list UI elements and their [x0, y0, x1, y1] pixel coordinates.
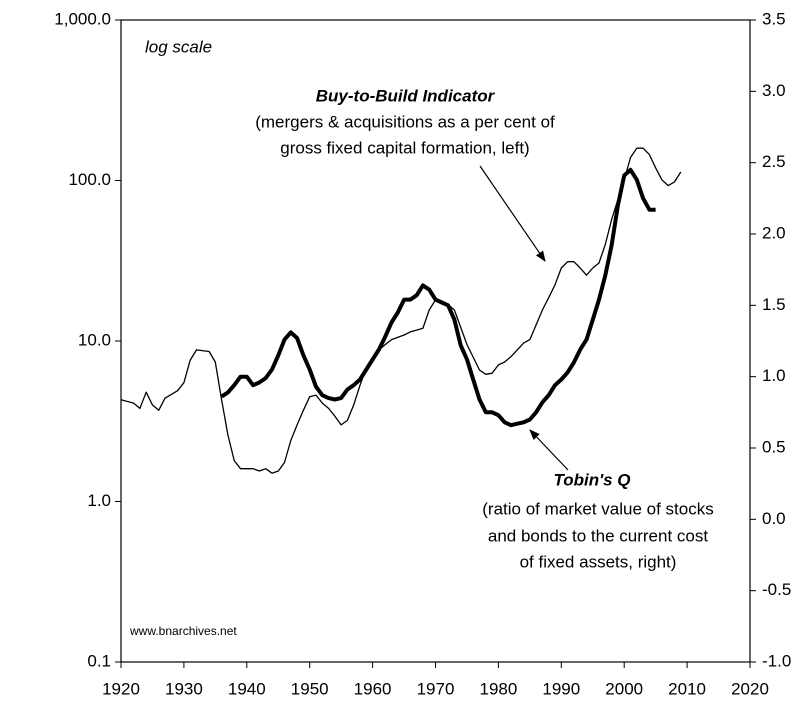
- y2-tick-label: -1.0: [762, 651, 791, 670]
- y2-tick-label: 0.0: [762, 509, 786, 528]
- series-description: (mergers & acquisitions as a per cent of: [255, 112, 555, 131]
- x-tick-label: 1980: [479, 679, 517, 698]
- arrow: [529, 429, 569, 471]
- source: www.bnarchives.net: [129, 624, 237, 638]
- series-line: [220, 167, 656, 428]
- series-label: Buy-to-Build Indicator: [316, 86, 496, 105]
- scale-note: log scale: [145, 37, 212, 56]
- y2-tick-label: 2.0: [762, 223, 786, 242]
- y2-tick-label: 3.5: [762, 9, 786, 28]
- x-tick-label: 1930: [165, 679, 203, 698]
- series-label: Tobin's Q: [553, 470, 630, 489]
- series-description: gross fixed capital formation, left): [280, 138, 529, 157]
- y-tick-label: 100.0: [68, 170, 111, 189]
- arrow: [479, 165, 546, 262]
- x-tick-label: 1950: [291, 679, 329, 698]
- x-tick-label: 1960: [354, 679, 392, 698]
- x-tick-label: 1970: [417, 679, 455, 698]
- x-tick-label: 2020: [731, 679, 769, 698]
- x-tick-label: 1990: [542, 679, 580, 698]
- y-tick-label: 1,000.0: [54, 9, 111, 28]
- series-description: and bonds to the current cost: [488, 526, 708, 545]
- series-description: of fixed assets, right): [520, 552, 677, 571]
- y2-tick-label: 1.5: [762, 295, 786, 314]
- y2-tick-label: 0.5: [762, 437, 786, 456]
- y2-tick-label: -0.5: [762, 580, 791, 599]
- series-line: [120, 147, 682, 474]
- x-tick-label: 1920: [102, 679, 140, 698]
- y2-tick-label: 2.5: [762, 152, 786, 171]
- y2-tick-label: 1.0: [762, 366, 786, 385]
- y2-tick-label: 3.0: [762, 81, 786, 100]
- y-tick-label: 10.0: [78, 330, 111, 349]
- x-tick-label: 2010: [668, 679, 706, 698]
- x-tick-label: 1940: [228, 679, 266, 698]
- y-tick-label: 0.1: [87, 651, 111, 670]
- y-tick-label: 1.0: [87, 491, 111, 510]
- series-description: (ratio of market value of stocks: [482, 499, 713, 518]
- x-tick-label: 2000: [605, 679, 643, 698]
